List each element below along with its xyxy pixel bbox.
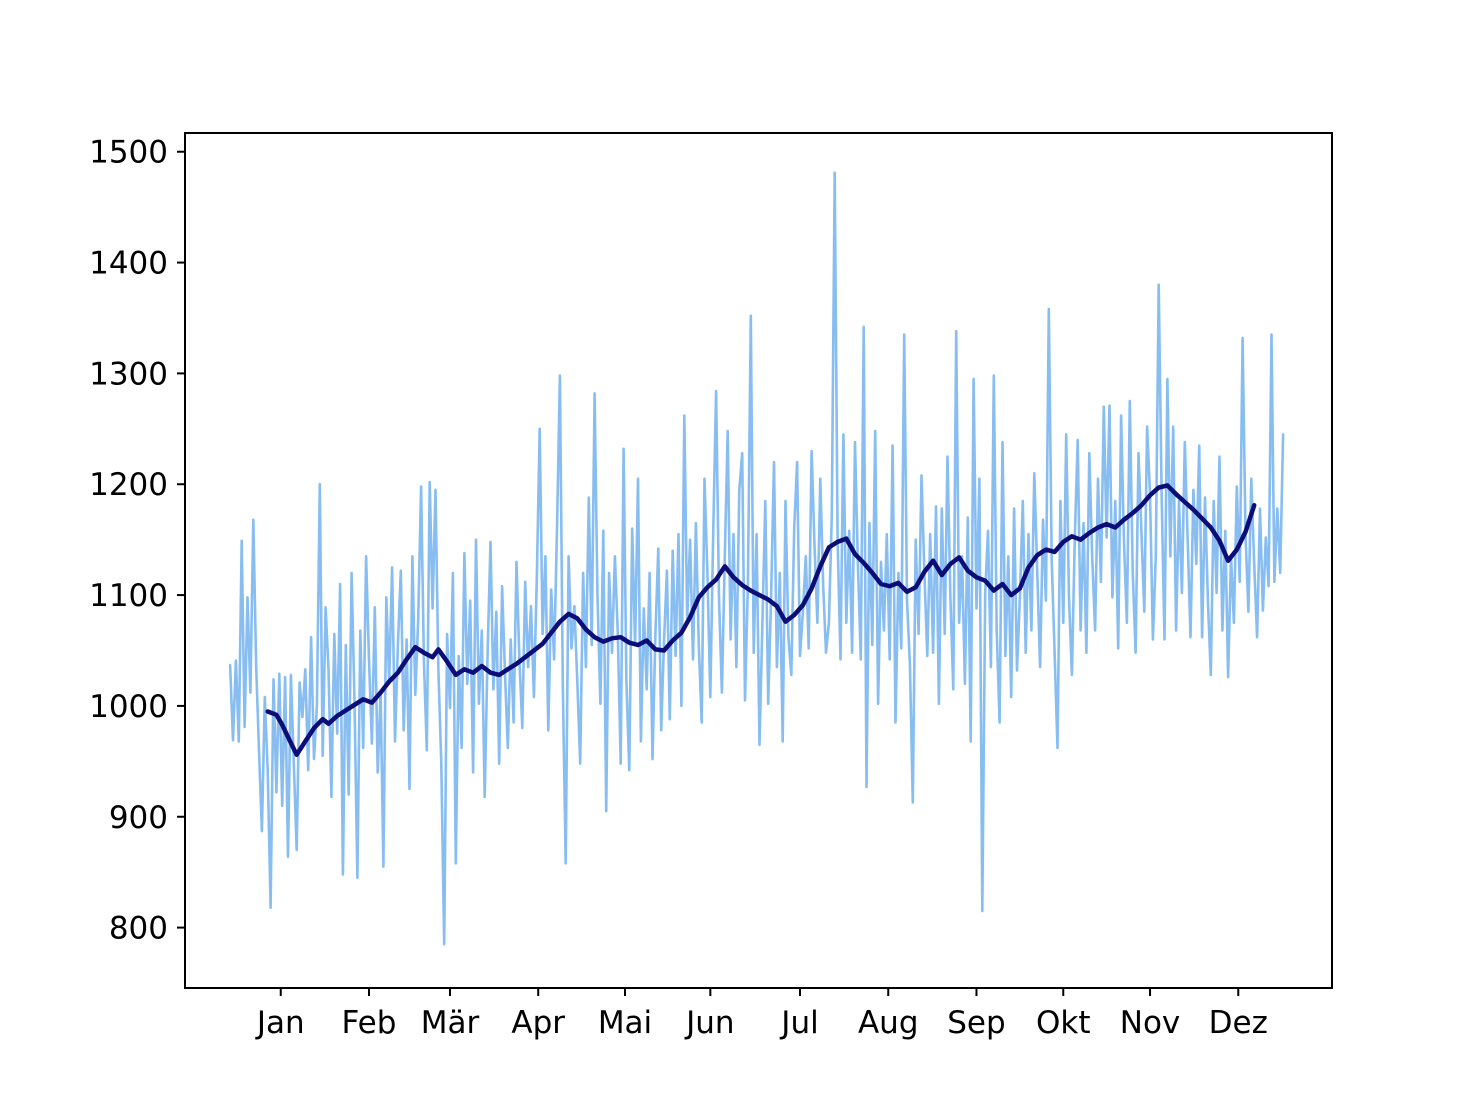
x-tick-label-month: Apr: [511, 1005, 565, 1041]
x-tick-label-month: Sep: [947, 1005, 1005, 1041]
y-tick-label: 1300: [89, 356, 168, 392]
x-tick-label-month: Okt: [1036, 1005, 1091, 1041]
y-tick-label: 1100: [89, 578, 168, 614]
x-tick-label-month: Nov: [1120, 1005, 1181, 1041]
x-tick-label-month: Mai: [598, 1005, 652, 1041]
y-tick-label: 800: [109, 911, 168, 947]
y-tick-label: 1200: [89, 467, 168, 503]
y-tick-label: 1400: [89, 246, 168, 282]
x-tick-label-month: Jul: [779, 1005, 818, 1041]
x-tick-label-month: Aug: [858, 1005, 919, 1041]
daily-series-line: [228, 171, 1285, 946]
plot-border: [184, 132, 1333, 989]
x-tick-label-month: Dez: [1209, 1005, 1268, 1041]
x-tick-label-month: Feb: [342, 1005, 397, 1041]
x-tick-label-month: Mär: [421, 1005, 480, 1041]
x-tick-label-month: Jun: [684, 1005, 734, 1041]
rolling-mean-line: [265, 483, 1257, 757]
x-tick-label-month: Jan: [255, 1005, 305, 1041]
y-tick-label: 1000: [89, 689, 168, 725]
y-tick-label: 1500: [89, 135, 168, 171]
y-tick-label: 900: [109, 800, 168, 836]
